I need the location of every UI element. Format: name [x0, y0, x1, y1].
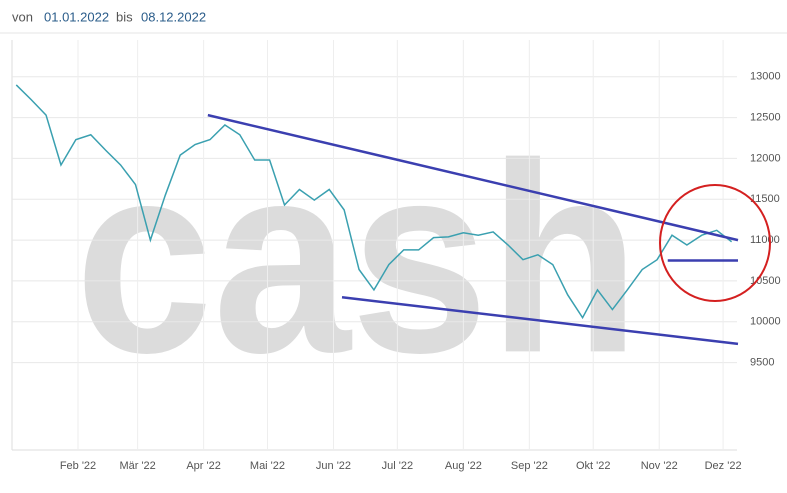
x-tick-label: Jun '22 [316, 460, 351, 472]
y-tick-label: 11500 [750, 193, 780, 205]
trend-line [207, 113, 739, 242]
x-tick-label: Sep '22 [511, 460, 548, 472]
y-tick-label: 10000 [750, 316, 781, 328]
y-tick-label: 12000 [750, 152, 781, 164]
from-label: von [12, 9, 33, 24]
x-tick-label: Dez '22 [705, 460, 742, 472]
trend-line [341, 296, 739, 346]
x-tick-label: Jul '22 [382, 460, 413, 472]
y-tick-label: 10500 [750, 275, 781, 287]
x-tick-label: Aug '22 [445, 460, 482, 472]
x-tick-label: Mär '22 [119, 460, 155, 472]
watermark: cash [75, 108, 640, 409]
from-date[interactable]: 01.01.2022 [44, 9, 109, 24]
watermark-group: cash [75, 108, 640, 409]
x-tick-label: Mai '22 [250, 460, 285, 472]
y-tick-label: 11000 [750, 234, 780, 246]
y-tick-label: 13000 [750, 71, 781, 83]
price-line [15, 84, 733, 320]
x-tick-label: Apr '22 [186, 460, 221, 472]
to-label: bis [116, 9, 133, 24]
to-date[interactable]: 08.12.2022 [141, 9, 206, 24]
y-tick-label: 9500 [750, 357, 774, 369]
y-tick-label: 12500 [750, 111, 781, 123]
x-tick-label: Nov '22 [641, 460, 678, 472]
x-tick-label: Okt '22 [576, 460, 611, 472]
highlight-circle [659, 184, 771, 302]
x-tick-label: Feb '22 [60, 460, 96, 472]
